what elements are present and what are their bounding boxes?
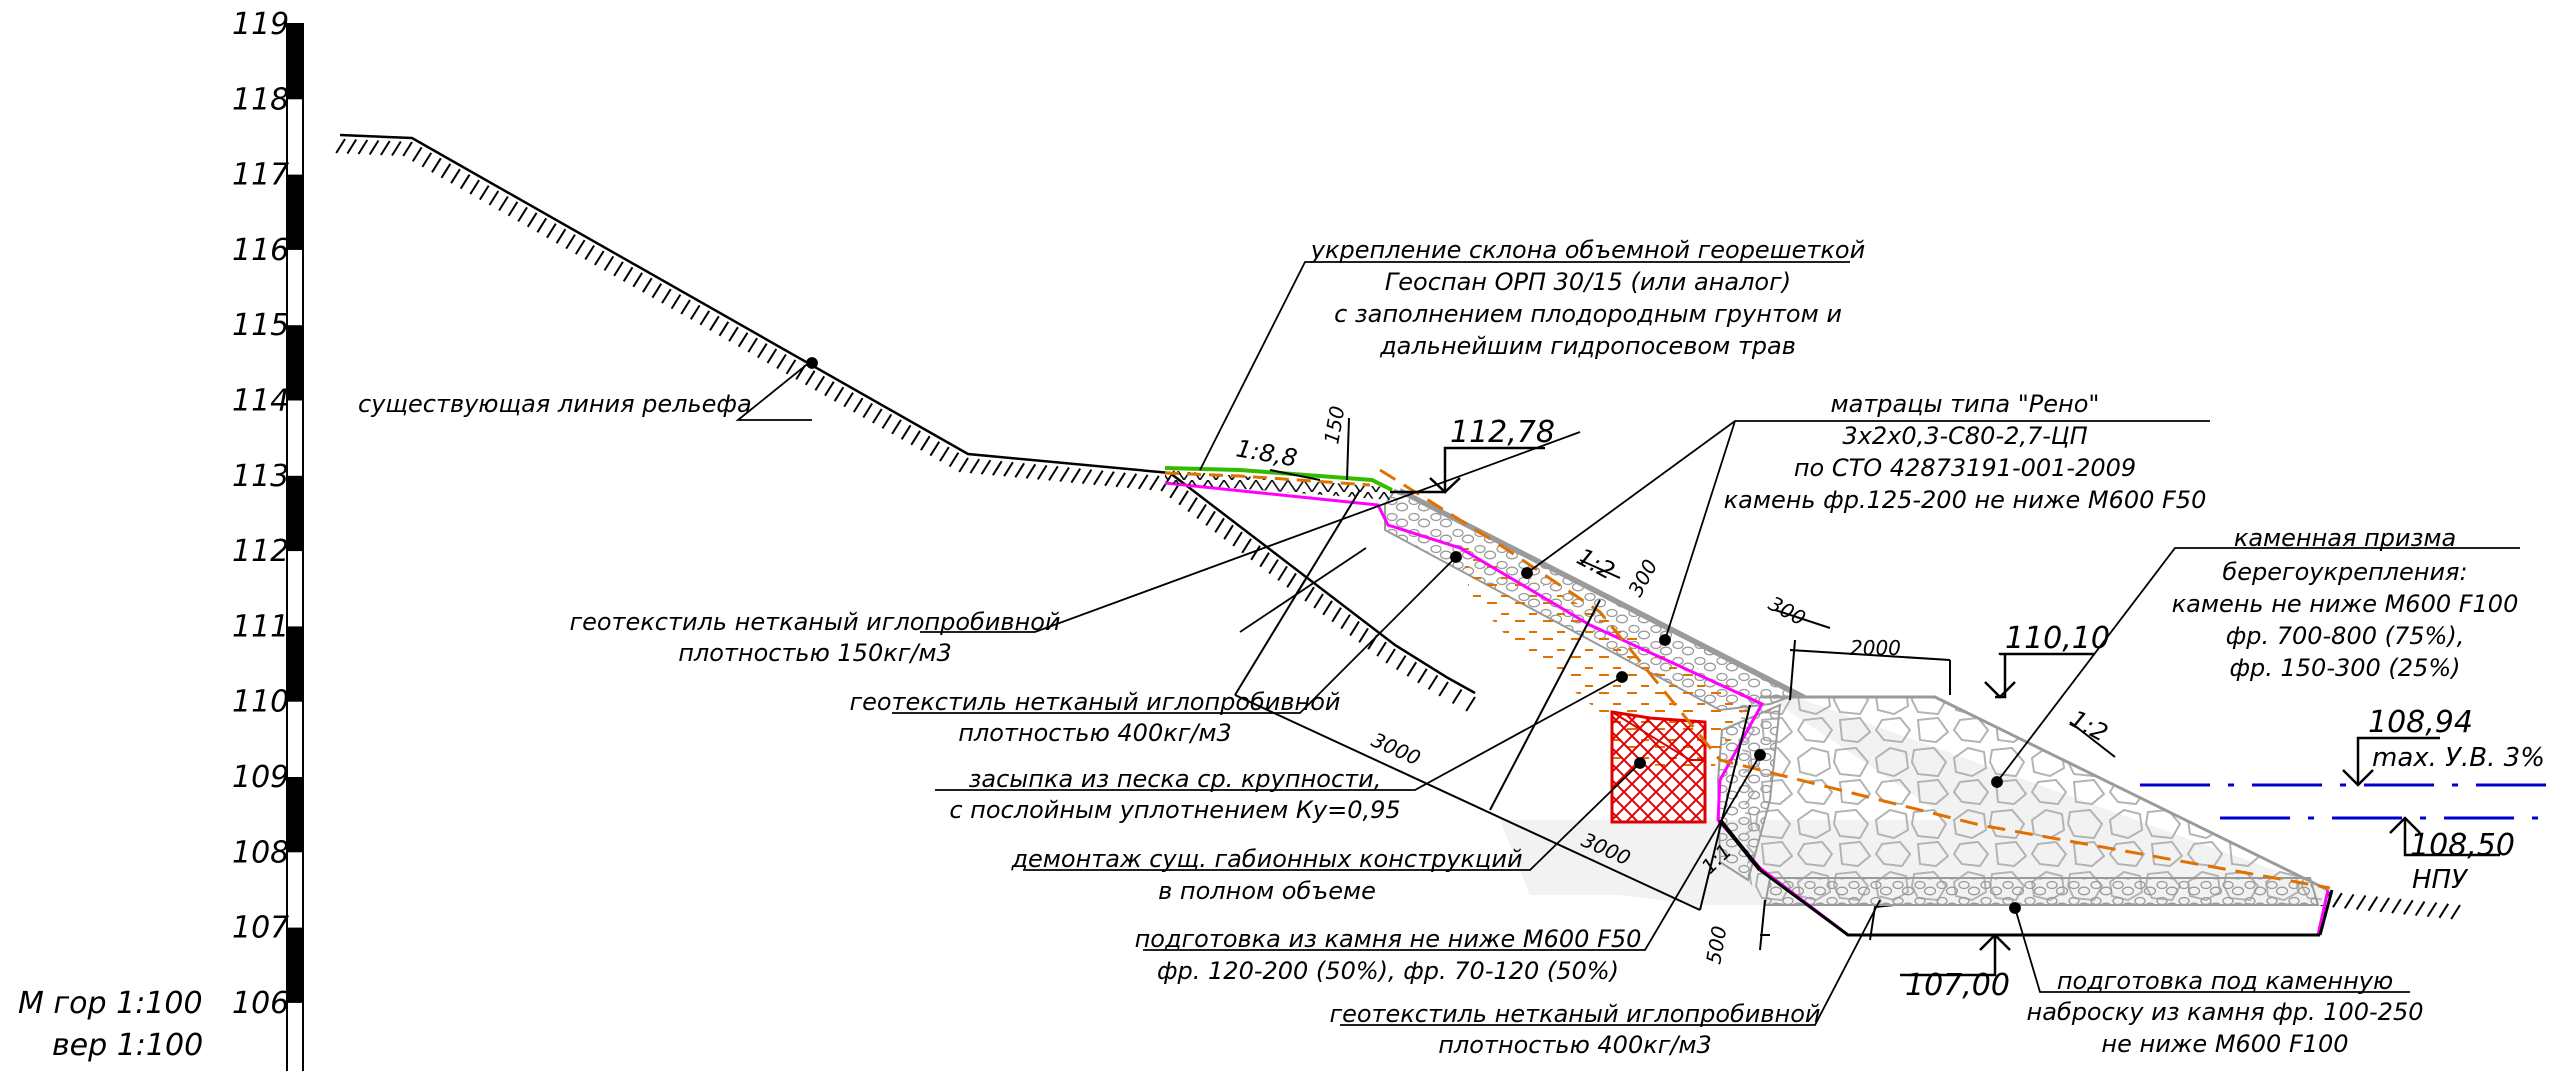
callout-relief: существующая линия рельефа xyxy=(358,390,752,418)
callout-prep-under-line-2: наброску из камня фр. 100-250 xyxy=(2027,998,2424,1026)
elevation-top: 112,78 xyxy=(1450,415,1555,450)
dim-3000-a: 3000 xyxy=(1368,728,1424,771)
demolish-gabion-zone xyxy=(1610,710,1707,824)
scale-block xyxy=(287,927,303,1003)
scale-tick-label: 112 xyxy=(232,534,289,569)
scale-tick-label: 107 xyxy=(232,911,289,946)
dim-300-b: 300 xyxy=(1765,591,1810,630)
scale-block xyxy=(287,325,303,401)
callout-geotex400-line-1: геотекстиль нетканый иглопробивной xyxy=(849,688,1340,716)
label-max-level: max. У.В. 3% xyxy=(2372,743,2545,773)
scale-tick-label: 111 xyxy=(232,609,289,644)
callout-prism-line-2: берегоукрепления: xyxy=(2222,558,2467,586)
callout-prism-line-3: камень не ниже М600 F100 xyxy=(2172,590,2519,618)
scale-tick-label: 116 xyxy=(232,233,289,268)
callout-georeshetka-line-1: укрепление склона объемной георешеткой xyxy=(1310,236,1865,264)
callout-prep-under-line-1: подготовка под каменную xyxy=(2057,967,2393,995)
scale-block xyxy=(287,24,303,100)
callout-georeshetka-line-2: Геоспан ОРП 30/15 (или аналог) xyxy=(1385,268,1791,296)
callout-geotex150: геотекстиль нетканый иглопробивной плотн… xyxy=(569,608,1060,667)
callout-sand: засыпка из песка ср. крупности, с послой… xyxy=(949,765,1400,824)
callout-reno-line-1: матрацы типа "Рено" xyxy=(1831,390,2100,418)
water-levels xyxy=(2140,783,2554,820)
callout-dismantle: демонтаж сущ. габионных конструкций в по… xyxy=(1010,845,1522,905)
callout-geotex150-line-1: геотекстиль нетканый иглопробивной xyxy=(569,608,1060,636)
dim-500: 500 xyxy=(1701,924,1731,966)
stone-prism xyxy=(1385,695,2330,905)
scale-tick-label: 110 xyxy=(232,685,289,720)
elevation-marks xyxy=(1390,446,2500,977)
scale-block xyxy=(287,475,303,552)
elevation-scale: 119 118 117 116 115 114 113 112 111 110 109 108 107 1… xyxy=(232,7,304,1071)
elevation-bottom: 107,00 xyxy=(1905,968,2010,1003)
scale-horizontal: М гор 1:100 xyxy=(18,986,203,1021)
leader-lines xyxy=(735,261,2520,1026)
callout-prism-line-1: каменная призма xyxy=(2234,524,2456,552)
slope-reno: 1:2 xyxy=(1572,543,1619,586)
callout-geotex400-bottom-line-2: плотностью 400кг/м3 xyxy=(1438,1031,1712,1059)
scale-vertical: вер 1:100 xyxy=(52,1028,203,1063)
callout-sand-line-2: с послойным уплотнением Ку=0,95 xyxy=(949,796,1400,824)
callout-prism: каменная призма берегоукрепления: камень… xyxy=(2172,524,2519,682)
scale-block xyxy=(287,174,303,250)
label-npu: НПУ xyxy=(2412,865,2469,895)
georeshetka xyxy=(1164,466,1393,500)
callout-georeshetka-line-4: дальнейшим гидропосевом трав xyxy=(1379,332,1796,360)
callout-prep-stone-line-2: фр. 120-200 (50%), фр. 70-120 (50%) xyxy=(1157,957,1619,985)
dim-2000: 2000 xyxy=(1850,636,1901,660)
callout-relief-text: существующая линия рельефа xyxy=(358,390,752,418)
scale-tick-label: 115 xyxy=(232,308,289,343)
callout-prism-line-5: фр. 150-300 (25%) xyxy=(2230,654,2461,682)
elevation-max-level: 108,94 xyxy=(2368,705,2473,740)
callout-reno-line-2: 3х2х0,3-С80-2,7-ЦП xyxy=(1842,422,2087,450)
scale-tick-label: 109 xyxy=(232,760,289,795)
callout-geotex400: геотекстиль нетканый иглопробивной плотн… xyxy=(849,688,1340,747)
dimension-lines xyxy=(1234,417,2116,951)
callout-geotex400-bottom: геотекстиль нетканый иглопробивной плотн… xyxy=(1329,1000,1820,1059)
scale-tick-label: 106 xyxy=(232,986,289,1021)
callout-georeshetka-line-3: с заполнением плодородным грунтом и xyxy=(1334,300,1842,328)
callout-prep-under-line-3: не ниже М600 F100 xyxy=(2101,1030,2348,1058)
callout-geotex150-line-2: плотностью 150кг/м3 xyxy=(678,639,952,667)
scale-tick-label: 119 xyxy=(232,7,289,42)
callout-reno-line-4: камень фр.125-200 не ниже М600 F50 xyxy=(1724,486,2207,514)
callout-prep-stone-line-1: подготовка из камня не ниже М600 F50 xyxy=(1135,925,1642,953)
dim-150: 150 xyxy=(1319,404,1349,446)
scale-tick-label: 117 xyxy=(232,158,289,193)
slope-prism: 1:2 xyxy=(2065,705,2112,748)
slope-top: 1:8,8 xyxy=(1234,434,1299,472)
callout-prism-line-4: фр. 700-800 (75%), xyxy=(2226,622,2465,650)
callout-geotex400-line-2: плотностью 400кг/м3 xyxy=(958,719,1232,747)
seepage-line xyxy=(1379,468,2331,890)
scale-block xyxy=(287,626,303,702)
callout-dismantle-line-1: демонтаж сущ. габионных конструкций xyxy=(1010,845,1522,873)
scale-tick-label: 108 xyxy=(232,835,289,870)
callout-prep-under: подготовка под каменную наброску из камн… xyxy=(2027,967,2424,1058)
callout-sand-line-1: засыпка из песка ср. крупности, xyxy=(969,765,1382,793)
scale-tick-label: 114 xyxy=(232,384,289,419)
callout-reno: матрацы типа "Рено" 3х2х0,3-С80-2,7-ЦП п… xyxy=(1724,390,2207,514)
callout-georeshetka: укрепление склона объемной георешеткой Г… xyxy=(1310,236,1865,360)
callout-geotex400-bottom-line-1: геотекстиль нетканый иглопробивной xyxy=(1329,1000,1820,1028)
dim-300-a: 300 xyxy=(1623,555,1662,600)
callout-reno-line-3: по СТО 42873191-001-2009 xyxy=(1794,454,2136,482)
elevation-npu: 108,50 xyxy=(2410,828,2515,863)
callout-prep-stone: подготовка из камня не ниже М600 F50 фр.… xyxy=(1135,925,1642,985)
scale-tick-label: 118 xyxy=(232,82,289,117)
callout-dismantle-line-2: в полном объеме xyxy=(1158,877,1376,905)
elevation-berm: 110,10 xyxy=(2005,621,2110,656)
scale-tick-label: 113 xyxy=(232,459,289,494)
scale-block xyxy=(287,777,303,853)
